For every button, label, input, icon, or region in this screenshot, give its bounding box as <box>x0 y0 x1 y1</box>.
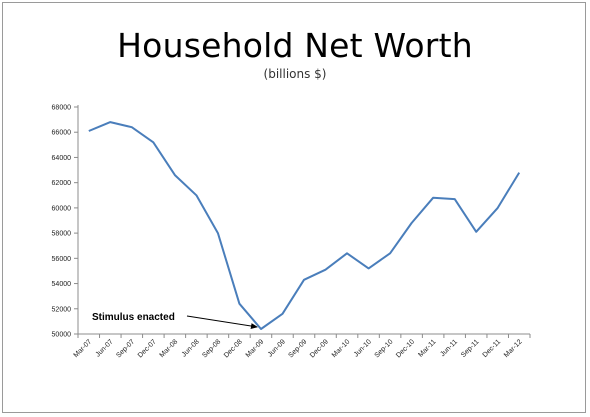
annotation-layer: Stimulus enacted <box>92 312 258 329</box>
chart-subtitle: (billions $) <box>263 67 327 81</box>
x-axis-ticks: Mar-07 Jun-07 Sep-07 Dec-07 Mar-08 Jun-08 Sep-… <box>73 334 531 359</box>
x-tick-label: Sep-09 <box>287 338 308 359</box>
x-tick-label: Mar-10 <box>331 338 352 359</box>
y-tick-label: 52000 <box>52 306 72 313</box>
y-tick-label: 60000 <box>52 205 72 212</box>
x-tick-label: Mar-11 <box>417 338 437 358</box>
x-tick-label: Mar-09 <box>245 338 266 359</box>
x-tick-label: Jun-08 <box>181 338 201 358</box>
y-axis-ticks: 50000 52000 54000 56000 58000 60000 62000 64000… <box>52 105 78 339</box>
x-tick-label: Jun-09 <box>267 338 287 358</box>
chart-frame <box>2 2 586 413</box>
x-tick-label: Jun-10 <box>353 338 373 358</box>
annotation-arrow <box>186 315 258 329</box>
series-line <box>88 121 521 330</box>
x-tick-label: Dec-07 <box>137 338 158 359</box>
x-tick-label: Jun-07 <box>95 338 115 358</box>
y-tick-label: 56000 <box>52 256 72 263</box>
annotation-label: Stimulus enacted <box>92 312 175 323</box>
x-tick-label: Dec-10 <box>395 338 416 359</box>
x-tick-label: Dec-11 <box>482 338 503 359</box>
y-tick-label: 66000 <box>52 130 72 137</box>
y-tick-label: 62000 <box>52 180 72 187</box>
x-tick-label: Sep-10 <box>374 338 395 359</box>
x-tick-label: Mar-08 <box>159 338 180 359</box>
x-tick-label: Dec-09 <box>309 338 330 359</box>
x-tick-label: Sep-11 <box>460 338 481 359</box>
y-tick-label: 58000 <box>52 231 72 238</box>
x-tick-label: Dec-08 <box>223 338 244 359</box>
x-tick-label: Mar-07 <box>73 338 94 359</box>
x-tick-label: Mar-12 <box>503 338 524 359</box>
y-tick-label: 68000 <box>52 105 72 112</box>
y-tick-label: 54000 <box>52 281 72 288</box>
x-tick-label: Sep-08 <box>201 338 222 359</box>
x-tick-label: Jun-11 <box>439 338 459 358</box>
y-tick-label: 50000 <box>52 332 72 339</box>
series-layer <box>88 121 521 330</box>
chart-title: Household Net Worth <box>117 26 473 65</box>
chart-axes <box>77 105 530 335</box>
y-tick-label: 64000 <box>52 155 72 162</box>
x-tick-label: Sep-07 <box>115 338 136 359</box>
